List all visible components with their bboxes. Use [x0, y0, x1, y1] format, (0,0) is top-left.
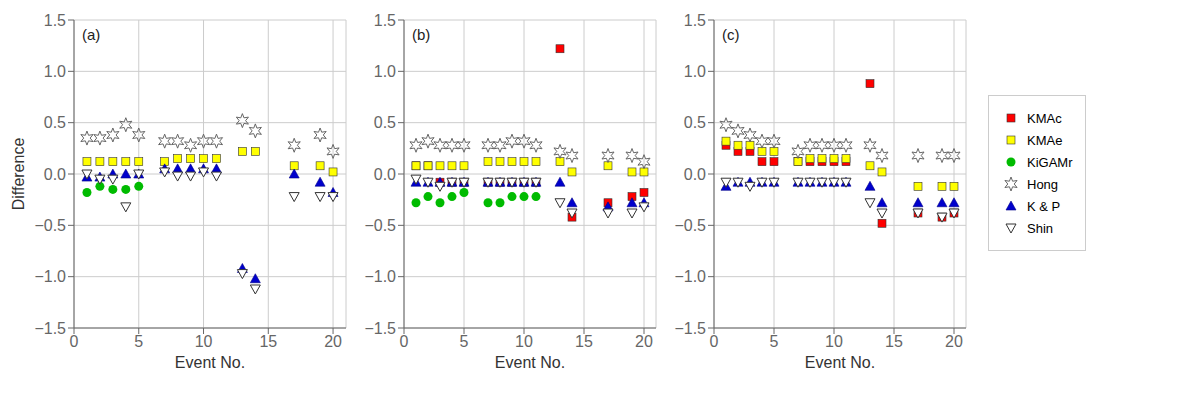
- html-text:(c): (c): [722, 26, 740, 43]
- svg-text:0.5: 0.5: [44, 114, 66, 131]
- svg-text:10: 10: [825, 333, 843, 350]
- svg-text:0: 0: [400, 333, 409, 350]
- svg-text:−1.0: −1.0: [364, 268, 396, 285]
- svg-text:−0.5: −0.5: [34, 217, 66, 234]
- svg-text:−1.5: −1.5: [674, 320, 706, 337]
- html-text:(b): (b): [412, 26, 431, 43]
- svg-text:0.5: 0.5: [374, 114, 396, 131]
- svg-text:0: 0: [70, 333, 79, 350]
- svg-text:1.5: 1.5: [684, 12, 706, 29]
- svg-text:Event No.: Event No.: [805, 354, 875, 371]
- html-text:(a): (a): [82, 26, 101, 43]
- svg-text:−1.0: −1.0: [34, 268, 66, 285]
- svg-text:15: 15: [259, 333, 277, 350]
- svg-text:10: 10: [515, 333, 533, 350]
- svg-text:0: 0: [710, 333, 719, 350]
- html-text:KMAc: KMAc: [1027, 110, 1062, 126]
- svg-text:1.5: 1.5: [44, 12, 66, 29]
- svg-text:15: 15: [885, 333, 903, 350]
- svg-text:20: 20: [945, 333, 963, 350]
- svg-text:0.5: 0.5: [684, 114, 706, 131]
- svg-text:−1.5: −1.5: [364, 320, 396, 337]
- svg-text:1.0: 1.0: [374, 63, 396, 80]
- svg-text:5: 5: [770, 333, 779, 350]
- svg-text:1.0: 1.0: [44, 63, 66, 80]
- svg-text:0.0: 0.0: [684, 166, 706, 183]
- svg-text:Difference: Difference: [10, 138, 27, 211]
- svg-text:20: 20: [635, 333, 653, 350]
- svg-text:1.5: 1.5: [374, 12, 396, 29]
- html-text:Shin: Shin: [1027, 220, 1053, 236]
- svg-text:0.0: 0.0: [44, 166, 66, 183]
- svg-text:5: 5: [460, 333, 469, 350]
- svg-text:−0.5: −0.5: [364, 217, 396, 234]
- svg-text:−1.5: −1.5: [34, 320, 66, 337]
- html-text:K & P: K & P: [1027, 198, 1061, 214]
- svg-text:Event No.: Event No.: [495, 354, 565, 371]
- svg-text:Event No.: Event No.: [175, 354, 245, 371]
- svg-text:15: 15: [575, 333, 593, 350]
- svg-text:1.0: 1.0: [684, 63, 706, 80]
- svg-text:−1.0: −1.0: [674, 268, 706, 285]
- html-text:Hong: Hong: [1027, 176, 1059, 192]
- svg-text:0.0: 0.0: [374, 166, 396, 183]
- svg-text:5: 5: [134, 333, 143, 350]
- html-text:KMAe: KMAe: [1027, 132, 1063, 148]
- svg-text:10: 10: [195, 333, 213, 350]
- svg-text:−0.5: −0.5: [674, 217, 706, 234]
- svg-text:20: 20: [324, 333, 342, 350]
- html-text:KiGAMr: KiGAMr: [1027, 154, 1073, 170]
